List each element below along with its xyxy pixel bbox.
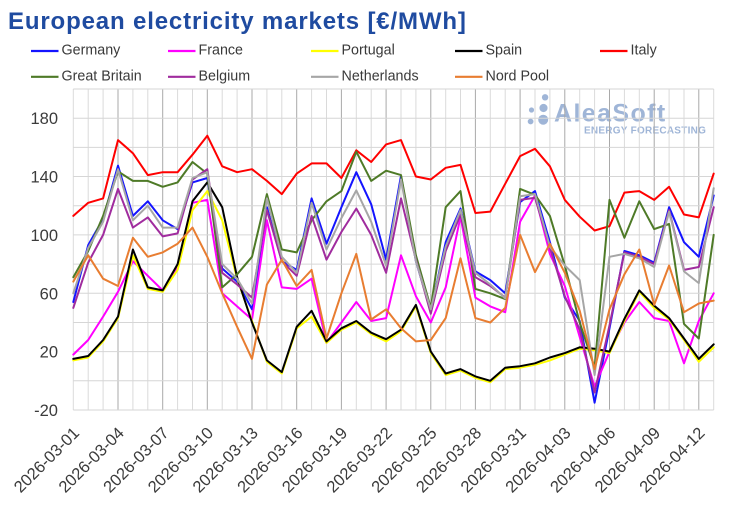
svg-text:Portugal: Portugal: [342, 43, 395, 59]
svg-text:France: France: [199, 43, 244, 59]
svg-text:60: 60: [40, 285, 58, 303]
svg-text:European electricity markets [: European electricity markets [€/MWh]: [8, 8, 467, 35]
svg-text:Great Britain: Great Britain: [62, 68, 142, 84]
svg-text:Netherlands: Netherlands: [342, 68, 419, 84]
svg-text:Germany: Germany: [62, 43, 122, 59]
svg-text:20: 20: [40, 344, 58, 362]
svg-text:ENERGY FORECASTING: ENERGY FORECASTING: [584, 126, 706, 137]
svg-text:140: 140: [30, 169, 58, 187]
svg-text:Nord Pool: Nord Pool: [486, 68, 550, 84]
svg-text:100: 100: [30, 227, 58, 245]
svg-text:Belgium: Belgium: [199, 68, 251, 84]
svg-text:-20: -20: [34, 402, 58, 420]
svg-text:Spain: Spain: [486, 43, 523, 59]
svg-text:AleaSoft: AleaSoft: [554, 100, 667, 128]
svg-text:180: 180: [30, 110, 58, 128]
svg-text:Italy: Italy: [631, 43, 658, 59]
